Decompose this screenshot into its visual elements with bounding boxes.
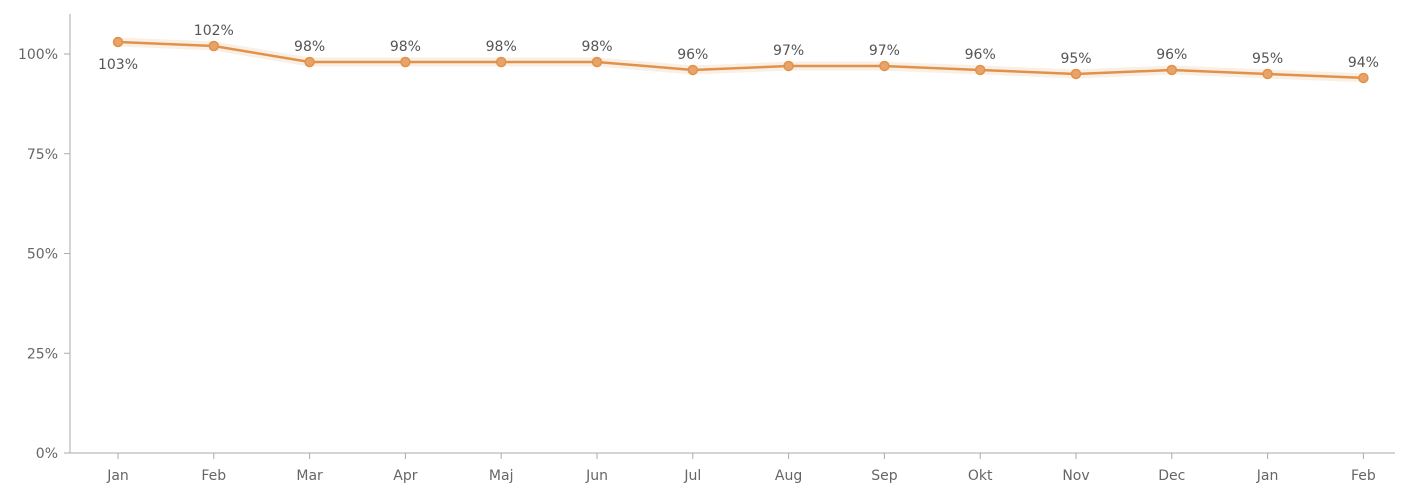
data-label: 98% bbox=[294, 39, 325, 55]
data-point bbox=[1166, 64, 1178, 76]
data-label: 98% bbox=[486, 39, 517, 55]
data-point bbox=[1262, 68, 1273, 80]
data-label: 95% bbox=[1252, 51, 1283, 67]
data-label: 94% bbox=[1348, 55, 1379, 71]
y-tick-label: 0% bbox=[36, 446, 58, 462]
data-label: 97% bbox=[869, 43, 900, 59]
data-label: 97% bbox=[773, 43, 804, 59]
x-tick-label: Nov bbox=[1062, 468, 1089, 484]
data-point bbox=[1358, 72, 1369, 84]
x-tick-label: Maj bbox=[489, 468, 514, 484]
data-label: 96% bbox=[677, 47, 708, 63]
data-point bbox=[112, 36, 124, 48]
y-tick-label: 100% bbox=[18, 47, 58, 63]
x-tick-label: Feb bbox=[201, 468, 226, 484]
data-label: 96% bbox=[1156, 47, 1187, 63]
data-point bbox=[591, 56, 603, 68]
data-point bbox=[495, 56, 507, 68]
data-point bbox=[687, 64, 699, 76]
y-tick-label: 75% bbox=[27, 147, 58, 163]
x-tick-label: Jun bbox=[585, 468, 608, 484]
x-tick-label: Mar bbox=[296, 468, 323, 484]
x-tick-label: Feb bbox=[1351, 468, 1376, 484]
data-label: 102% bbox=[194, 23, 234, 39]
data-label: 103% bbox=[98, 57, 138, 73]
data-label: 98% bbox=[581, 39, 612, 55]
y-tick-label: 50% bbox=[27, 247, 58, 263]
data-point bbox=[783, 60, 794, 72]
x-tick-label: Jan bbox=[1256, 468, 1279, 484]
data-point bbox=[304, 56, 315, 68]
x-tick-label: Jan bbox=[106, 468, 129, 484]
data-point bbox=[208, 40, 220, 52]
data-labels: 103% 102% 98% 98% 98% 98% 96% 97% 97% 96% 95% 96% 95… bbox=[98, 23, 1379, 73]
x-tick-label: Apr bbox=[393, 468, 417, 484]
data-label: 96% bbox=[965, 47, 996, 63]
data-point bbox=[879, 60, 890, 72]
y-tick-label: 25% bbox=[27, 346, 58, 362]
series-line bbox=[117, 40, 1364, 80]
data-point bbox=[1070, 68, 1082, 80]
x-tick-label: Aug bbox=[775, 468, 802, 484]
x-tick-label: Okt bbox=[968, 468, 993, 484]
x-tick-label: Sep bbox=[871, 468, 898, 484]
data-point bbox=[974, 64, 986, 76]
x-axis-ticks: Jan Feb Mar Apr Maj Jun Jul Aug Sep Okt Nov Dec Jan F… bbox=[106, 453, 1376, 484]
series-markers bbox=[112, 36, 1369, 84]
data-label: 95% bbox=[1060, 51, 1091, 67]
data-label: 98% bbox=[390, 39, 421, 55]
x-tick-label: Jul bbox=[683, 468, 701, 484]
y-axis-ticks: 0% 25% 50% 75% 100% bbox=[18, 47, 70, 462]
data-point bbox=[400, 56, 411, 68]
x-tick-label: Dec bbox=[1158, 468, 1185, 484]
